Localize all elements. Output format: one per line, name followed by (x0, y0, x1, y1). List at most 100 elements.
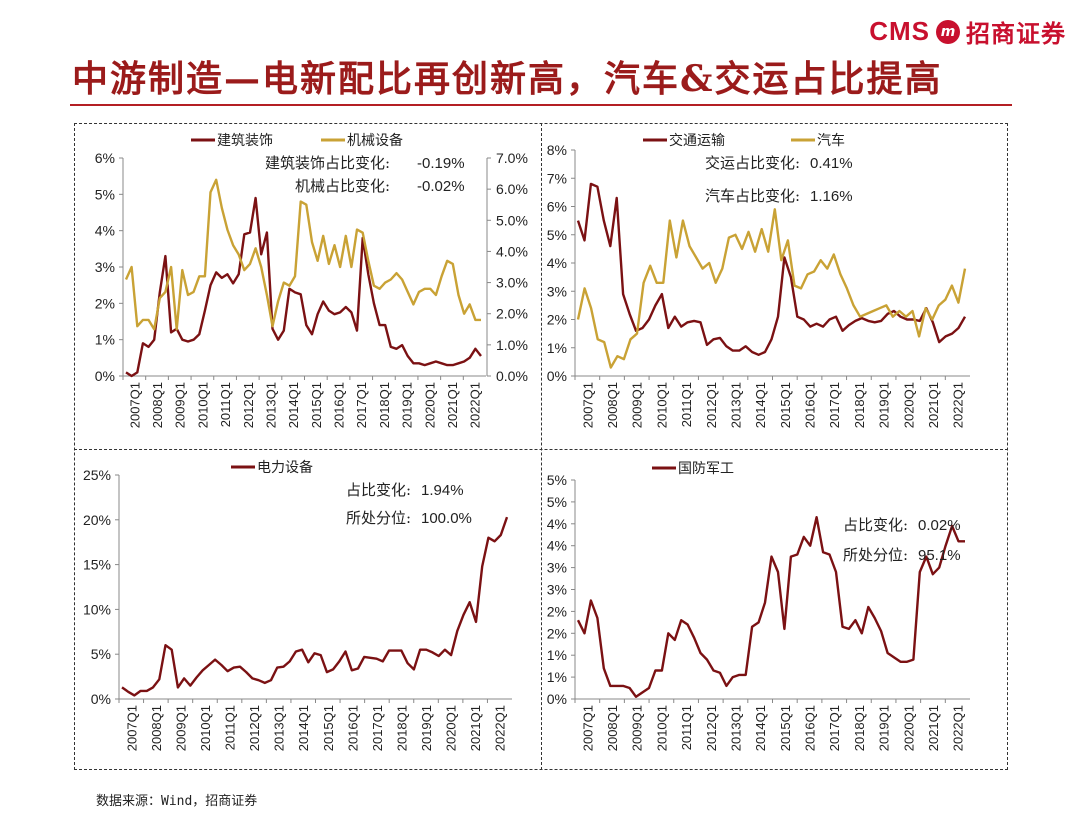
chart2-y-tick-label: 3% (547, 283, 567, 299)
chart1-annotation-value: -0.02% (417, 178, 465, 195)
chart4-x-tick-label: 2014Q1 (753, 705, 768, 751)
chart3-x-tick-label: 2019Q1 (419, 705, 434, 751)
chart1-x-tick-label: 2014Q1 (286, 382, 301, 428)
chart2-legend-label: 汽车 (817, 132, 845, 149)
chart3-x-tick-label: 2022Q1 (493, 705, 508, 751)
chart4-x-tick-label: 2020Q1 (901, 705, 916, 751)
chart2-y-tick-label: 0% (547, 368, 567, 384)
chart4-y-tick-label: 4% (547, 516, 567, 532)
chart1-y2-tick-label: 0.0% (496, 368, 528, 384)
chart2-x-tick-label: 2011Q1 (679, 382, 694, 427)
chart1-y-tick-label: 0% (95, 368, 115, 384)
chart4-y-tick-label: 2% (547, 625, 567, 641)
chart3-annotation-value: 100.0% (421, 510, 472, 527)
chart3-x-tick-label: 2012Q1 (247, 705, 262, 751)
chart3-y-tick-label: 10% (83, 601, 111, 617)
chart1-x-tick-label: 2020Q1 (422, 382, 437, 428)
chart1-x-tick-label: 2019Q1 (400, 382, 415, 428)
chart1-x-tick-label: 2013Q1 (263, 382, 278, 428)
chart4-y-tick-label: 5% (547, 472, 567, 488)
chart1-annotation-label: 建筑装饰占比变化: (265, 154, 390, 172)
chart4-x-tick-label: 2017Q1 (827, 705, 842, 751)
chart2-x-tick-label: 2008Q1 (605, 382, 620, 428)
logo-cms-text: CMS (869, 16, 930, 46)
chart2-series-2-line (576, 208, 967, 369)
chart1-annotation-label: 机械占比变化: (295, 177, 390, 195)
chart4-x-tick-label: 2018Q1 (852, 705, 867, 751)
chart1-x-tick-label: 2016Q1 (332, 382, 347, 428)
chart1-y2-tick-label: 5.0% (496, 212, 528, 228)
chart2-x-tick-label: 2014Q1 (753, 382, 768, 428)
chart2-x-tick-label: 2019Q1 (877, 382, 892, 428)
chart2-x-tick-label: 2017Q1 (827, 382, 842, 428)
chart2-series-1-line (576, 182, 967, 356)
chart3-legend-label: 电力设备 (257, 459, 313, 476)
chart4-x-tick-label: 2007Q1 (580, 705, 595, 751)
chart1-x-tick-label: 2022Q1 (468, 382, 483, 428)
chart4-annotation-value: 95.1% (918, 547, 961, 564)
chart3-y-tick-label: 15% (83, 557, 111, 573)
chart3-x-tick-label: 2017Q1 (370, 705, 385, 751)
source-note: 数据来源：Wind，招商证券 (96, 794, 258, 809)
chart4-x-tick-label: 2012Q1 (704, 705, 719, 751)
chart4-x-tick-label: 2015Q1 (778, 705, 793, 751)
chart3-x-tick-label: 2018Q1 (394, 705, 409, 751)
chart1-x-tick-label: 2008Q1 (150, 382, 165, 428)
chart2-x-tick-label: 2012Q1 (704, 382, 719, 428)
chart3-x-tick-label: 2016Q1 (345, 705, 360, 751)
chart1-y-tick-label: 3% (95, 259, 115, 275)
chart1-series-2-line (124, 178, 481, 331)
grid-divider-vertical (541, 123, 542, 770)
chart3-y-tick-label: 20% (83, 512, 111, 528)
chart3-annotation-value: 1.94% (421, 482, 464, 499)
chart1-y2-tick-label: 3.0% (496, 275, 528, 291)
chart1-x-tick-label: 2010Q1 (195, 382, 210, 428)
chart3-x-tick-label: 2020Q1 (444, 705, 459, 751)
chart4-annotation-label: 占比变化: (843, 516, 908, 534)
chart2-x-tick-label: 2022Q1 (951, 382, 966, 428)
brand-logo: CMS m 招商证券 (869, 14, 1066, 49)
chart1-x-tick-label: 2015Q1 (309, 382, 324, 428)
chart1-y2-tick-label: 6.0% (496, 181, 528, 197)
chart1-x-tick-label: 2009Q1 (173, 382, 188, 428)
chart3-x-tick-label: 2010Q1 (198, 705, 213, 751)
chart3-series-1-line (121, 516, 509, 697)
chart2-y-tick-label: 7% (547, 170, 567, 186)
chart4-y-tick-label: 1% (547, 647, 567, 663)
chart2-x-tick-label: 2007Q1 (580, 382, 595, 428)
chart4-x-tick-label: 2016Q1 (803, 705, 818, 751)
chart1-y-tick-label: 6% (95, 150, 115, 166)
chart1-y-tick-label: 1% (95, 332, 115, 348)
chart1-y2-tick-label: 7.0% (496, 150, 528, 166)
chart1-y-tick-label: 5% (95, 186, 115, 202)
chart4-y-tick-label: 3% (547, 582, 567, 598)
chart3-y-tick-label: 25% (83, 467, 111, 483)
chart1-x-tick-label: 2017Q1 (354, 382, 369, 428)
chart1-legend-label: 机械设备 (347, 132, 403, 149)
chart2-x-tick-label: 2013Q1 (728, 382, 743, 428)
chart4-x-tick-label: 2010Q1 (654, 705, 669, 751)
chart1-x-tick-label: 2011Q1 (218, 382, 233, 427)
logo-cn-text: 招商证券 (966, 19, 1066, 48)
chart4-x-tick-label: 2013Q1 (728, 705, 743, 751)
chart4-annotation-value: 0.02% (918, 517, 961, 534)
chart2-y-tick-label: 5% (547, 227, 567, 243)
chart3-x-tick-label: 2015Q1 (321, 705, 336, 751)
chart4-legend-label: 国防军工 (678, 461, 734, 477)
chart1-x-tick-label: 2021Q1 (445, 382, 460, 428)
chart1-annotation-value: -0.19% (417, 155, 465, 172)
chart4-annotation-label: 所处分位: (843, 546, 908, 564)
chart1-y2-tick-label: 4.0% (496, 243, 528, 259)
chart4-x-tick-label: 2009Q1 (630, 705, 645, 751)
chart2-x-tick-label: 2021Q1 (926, 382, 941, 428)
chart4-x-tick-label: 2011Q1 (679, 705, 694, 750)
chart4-y-tick-label: 4% (547, 538, 567, 554)
chart4-x-tick-label: 2022Q1 (951, 705, 966, 751)
chart4-y-tick-label: 5% (547, 494, 567, 510)
chart4-y-tick-label: 3% (547, 560, 567, 576)
chart2-x-tick-label: 2018Q1 (852, 382, 867, 428)
chart1-legend-label: 建筑装饰 (217, 133, 273, 149)
chart2-x-tick-label: 2016Q1 (803, 382, 818, 428)
chart4-x-tick-label: 2021Q1 (926, 705, 941, 751)
chart1-x-tick-label: 2018Q1 (377, 382, 392, 428)
